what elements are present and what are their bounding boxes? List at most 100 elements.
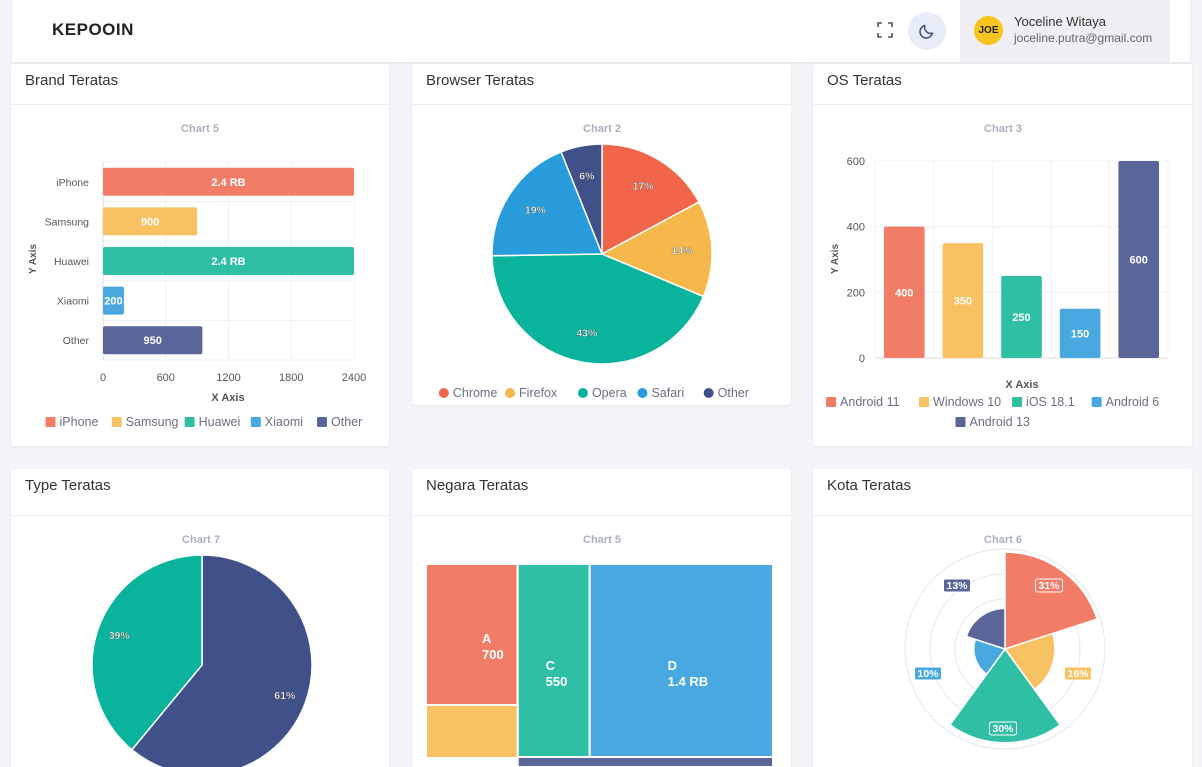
chart-title: Chart 7: [182, 534, 220, 546]
card-title-kota: Kota Teratas: [827, 477, 911, 494]
slice-label: 6%: [579, 170, 595, 182]
polar-label: 10%: [917, 668, 939, 680]
data-label: 2.4 RB: [211, 256, 245, 268]
slice-label: 39%: [109, 630, 131, 642]
pie-slice: [600, 201, 713, 298]
y-tick-label: 200: [847, 287, 865, 299]
chart-title: Chart 5: [181, 123, 219, 135]
legend-marker: [955, 417, 966, 427]
top-bar: KEPOOIN JOE Yoceline Witaya joceline.put…: [12, 0, 1190, 62]
bar-samsung: [103, 207, 198, 236]
y-axis-title: Y Axis: [28, 244, 39, 274]
card-title-type: Type Teratas: [25, 477, 111, 494]
brand-chart: Chart 5 0 600 1200 1800 2400 iPhone 2.4 RB Samsu…: [28, 123, 366, 429]
treemap-cell-partial: [425, 704, 519, 759]
x-tick-label: 2400: [342, 372, 366, 384]
type-chart: Chart 7 61% 39%: [91, 534, 313, 767]
chart-title: Chart 3: [984, 123, 1022, 135]
polar-label-bg: [1064, 666, 1092, 681]
legend-label: Windows 10: [933, 395, 1001, 409]
legend-marker: [438, 388, 449, 398]
legend-marker: [637, 388, 648, 398]
dark-mode-toggle[interactable]: [908, 12, 946, 50]
x-tick-label: 1800: [279, 372, 303, 384]
chart-title: Chart 2: [583, 123, 621, 135]
logo[interactable]: KEPOOIN: [52, 20, 134, 39]
x-tick-label: 600: [157, 372, 175, 384]
polar-label: 13%: [946, 580, 968, 592]
treemap-cell-d: [588, 563, 774, 758]
data-label: 200: [104, 296, 122, 308]
y-tick-label: 600: [847, 156, 865, 168]
legend-marker: [919, 397, 930, 407]
moon-icon: [919, 24, 934, 39]
y-tick-label: Huawei: [54, 256, 89, 268]
bar-huawei: [103, 247, 354, 275]
polar-label-bg: [1035, 578, 1063, 593]
treemap-value: 700: [482, 647, 504, 662]
y-tick-label: iPhone: [56, 177, 89, 189]
bar-android-6: [1059, 308, 1101, 358]
y-tick-label: Samsung: [45, 216, 90, 228]
legend-label: Other: [331, 415, 362, 429]
data-label: 250: [1012, 312, 1030, 324]
x-axis-title: X Axis: [211, 392, 244, 404]
y-tick-label: Other: [63, 335, 90, 347]
polar-slice: [1003, 632, 1056, 691]
treemap-value: 1.4 RB: [668, 674, 708, 689]
bar-iphone: [103, 167, 354, 196]
treemap-label: A: [482, 631, 492, 646]
browser-chart: Chart 2 17% 14% 43% 19% 6% Chrome Firefox Opera S…: [438, 123, 749, 400]
legend-label: Huawei: [199, 415, 241, 429]
legend-marker: [703, 388, 714, 398]
polar-slice: [948, 647, 1062, 744]
legend-label: iOS 18.1: [1026, 395, 1075, 409]
bar-ios-18-1: [1001, 275, 1042, 358]
pie-slice: [130, 554, 313, 767]
bar-android-11: [884, 226, 925, 358]
polar-label-bg: [943, 578, 971, 593]
treemap-value: 550: [546, 674, 568, 689]
os-chart: Chart 3 0 200 400 600 400 350 250 150 600 X Axis Y …: [826, 123, 1169, 429]
legend-label: Other: [718, 386, 749, 400]
polar-label: 16%: [1067, 668, 1089, 680]
slice-label: 14%: [671, 245, 693, 257]
bar-xiaomi: [103, 286, 124, 315]
legend-label: Chrome: [453, 386, 498, 400]
data-label: 350: [954, 296, 972, 308]
x-axis-title: X Axis: [1005, 379, 1038, 391]
legend-marker: [111, 417, 122, 427]
card-os: OS Teratas Chart 3 0 200 400 600 400 350 250 150…: [813, 64, 1192, 446]
legend-label: Opera: [592, 386, 627, 400]
treemap-cell-a: [425, 563, 519, 706]
polar-label: 31%: [1038, 580, 1060, 592]
legend-label: Android 6: [1106, 395, 1160, 409]
data-label: 600: [1130, 255, 1148, 267]
user-name: Yoceline Witaya: [1014, 14, 1107, 29]
legend-label: Safari: [651, 386, 684, 400]
legend-marker: [184, 417, 195, 427]
legend-label: Samsung: [126, 415, 179, 429]
legend-label: iPhone: [60, 415, 99, 429]
fullscreen-icon[interactable]: [874, 19, 896, 41]
legend-label: Android 13: [970, 415, 1031, 429]
avatar: JOE: [974, 16, 1003, 45]
polar-grid: [904, 548, 1106, 750]
legend-marker: [1012, 397, 1023, 407]
chart-title: Chart 6: [984, 534, 1022, 546]
legend-label: Android 11: [840, 395, 900, 409]
legend-marker: [250, 417, 261, 427]
user-menu[interactable]: JOE Yoceline Witaya joceline.putra@gmail…: [960, 0, 1170, 62]
pie-slice: [91, 554, 203, 751]
treemap-cell-partial: [516, 756, 775, 767]
data-label: 2.4 RB: [211, 177, 245, 189]
card-title-os: OS Teratas: [827, 72, 902, 89]
card-kota: Kota Teratas Chart 6 31% 16% 30% 10% 13%: [813, 469, 1192, 767]
card-title-negara: Negara Teratas: [426, 477, 529, 494]
pie-slice: [601, 143, 700, 256]
legend-marker: [317, 417, 327, 427]
card-negara: Negara Teratas Chart 5 A 700 C 550 D 1.4 RB: [412, 469, 791, 767]
y-tick-label: 400: [847, 222, 865, 234]
card-type: Type Teratas Chart 7 61% 39%: [11, 469, 389, 767]
kota-chart: Chart 6 31% 16% 30% 10% 13%: [904, 534, 1106, 750]
